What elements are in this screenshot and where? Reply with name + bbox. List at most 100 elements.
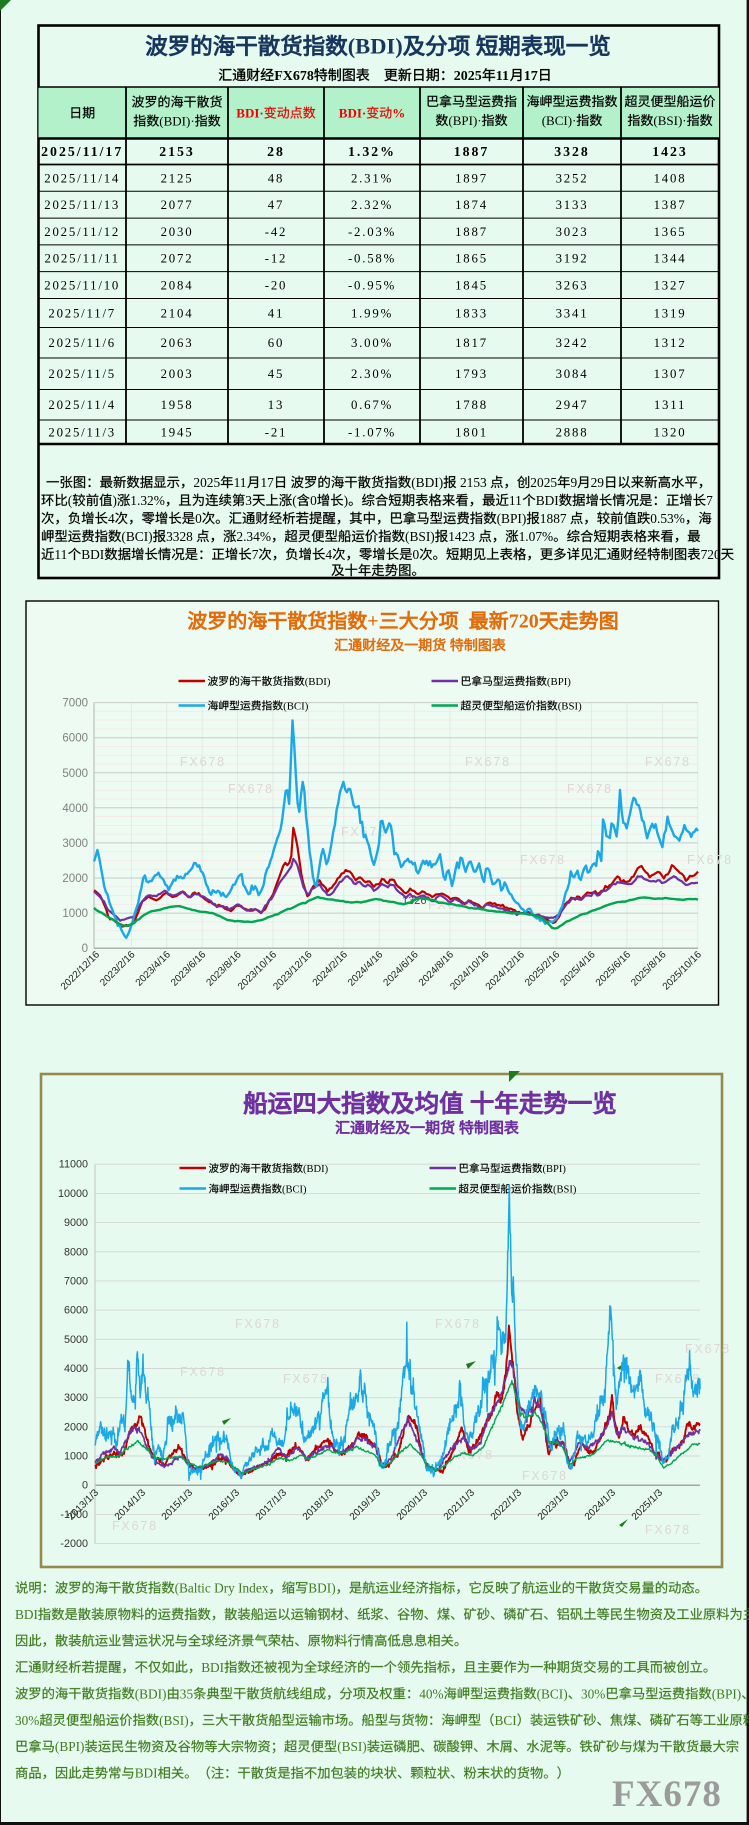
svg-text:FX678: FX678 — [228, 782, 274, 796]
svg-text:2025/11/4: 2025/11/4 — [48, 398, 116, 412]
svg-text:): ) — [113, 493, 117, 508]
svg-text:3084: 3084 — [556, 367, 589, 381]
svg-text:(BDI)·: (BDI)· — [159, 114, 194, 129]
svg-text:4: 4 — [108, 511, 115, 526]
svg-text:(Baltic Dry Index: (Baltic Dry Index — [175, 1581, 269, 1596]
svg-text:-1.07%: -1.07% — [348, 426, 396, 440]
svg-text:60: 60 — [268, 336, 284, 350]
svg-text:(BPI): (BPI) — [547, 676, 571, 688]
svg-text:(BPI): (BPI) — [543, 1164, 567, 1175]
svg-text:BCI: BCI — [495, 1713, 517, 1728]
svg-text:FX678: FX678 — [283, 1372, 329, 1386]
svg-text:11000: 11000 — [59, 1159, 88, 1171]
svg-text:1817: 1817 — [455, 336, 488, 350]
svg-text:FX678: FX678 — [180, 755, 226, 769]
svg-text:30%: 30% — [581, 1686, 605, 1701]
svg-text:(BDI): (BDI) — [305, 676, 331, 688]
svg-text:1319: 1319 — [654, 306, 687, 320]
svg-text:BDI: BDI — [536, 493, 559, 508]
svg-text:): ) — [344, 493, 348, 508]
svg-text:1887: 1887 — [455, 225, 488, 239]
svg-text:11: 11 — [54, 547, 67, 562]
svg-text:FX678: FX678 — [435, 1317, 481, 1331]
svg-text:3023: 3023 — [556, 225, 589, 239]
svg-text:3000: 3000 — [64, 1392, 88, 1404]
svg-text:0.67%: 0.67% — [351, 398, 393, 412]
svg-text:40%: 40% — [419, 1686, 443, 1701]
svg-text:7: 7 — [252, 547, 259, 562]
svg-text:(BSI): (BSI) — [405, 529, 435, 544]
svg-text:41: 41 — [268, 306, 284, 320]
svg-text:4000: 4000 — [64, 1363, 88, 1375]
svg-text:(BSI): (BSI) — [337, 1739, 367, 1754]
svg-text:(BPI): (BPI) — [712, 1686, 742, 1701]
svg-text:6000: 6000 — [62, 733, 88, 745]
svg-text:9: 9 — [571, 475, 578, 490]
svg-text:FX678: FX678 — [645, 755, 691, 769]
svg-text:1897: 1897 — [455, 171, 488, 185]
svg-text:2025/11/17: 2025/11/17 — [41, 144, 123, 159]
svg-text:0: 0 — [82, 1480, 88, 1492]
svg-text:1327: 1327 — [654, 278, 687, 292]
svg-text:BDI: BDI — [15, 1607, 38, 1622]
svg-text:(BPI): (BPI) — [55, 1739, 85, 1754]
svg-text:0: 0 — [413, 547, 420, 562]
svg-text:1000: 1000 — [64, 1451, 88, 1463]
svg-text:0: 0 — [310, 493, 317, 508]
svg-text:3.00%: 3.00% — [351, 336, 393, 350]
svg-text:(BCI): (BCI) — [283, 701, 309, 713]
svg-text:1865: 1865 — [455, 252, 488, 266]
svg-text:7000: 7000 — [62, 698, 88, 710]
svg-text:1.07%: 1.07% — [519, 529, 554, 544]
svg-text:FX678: FX678 — [685, 1342, 731, 1356]
svg-text:FX678: FX678 — [520, 853, 566, 867]
svg-text:2063: 2063 — [161, 336, 194, 350]
svg-text:1408: 1408 — [654, 171, 687, 185]
svg-text:(: ( — [68, 493, 73, 508]
svg-text:2077: 2077 — [161, 198, 194, 212]
svg-text:2030: 2030 — [161, 225, 194, 239]
svg-text:2.34%: 2.34% — [236, 529, 271, 544]
svg-text:3252: 3252 — [556, 171, 589, 185]
svg-text:1423: 1423 — [652, 144, 688, 159]
svg-text:2025/11/12: 2025/11/12 — [44, 225, 120, 239]
svg-text:1845: 1845 — [455, 278, 488, 292]
svg-text:720: 720 — [701, 547, 721, 562]
svg-text:(BSI): (BSI) — [558, 701, 582, 713]
svg-text:FX678: FX678 — [180, 1365, 226, 1379]
svg-text:(BDI): (BDI) — [135, 1686, 167, 1701]
svg-text:-21: -21 — [265, 426, 287, 440]
svg-text:2025/11/11: 2025/11/11 — [45, 252, 120, 266]
svg-text:2025: 2025 — [530, 475, 557, 490]
svg-text:47: 47 — [268, 198, 284, 212]
svg-text:(BSI): (BSI) — [159, 1713, 189, 1728]
svg-text:2025/11/7: 2025/11/7 — [48, 306, 116, 320]
svg-text:1311: 1311 — [654, 398, 686, 412]
svg-text:%: % — [392, 106, 405, 121]
svg-text:BDI: BDI — [201, 1660, 224, 1675]
svg-text:2025/11/5: 2025/11/5 — [48, 367, 116, 381]
svg-text:BDI): BDI) — [308, 1581, 335, 1596]
svg-text:2153: 2153 — [159, 144, 195, 159]
svg-text:4000: 4000 — [62, 803, 88, 815]
svg-text:2025/11/14: 2025/11/14 — [44, 171, 120, 185]
svg-text:10000: 10000 — [58, 1188, 88, 1200]
svg-text:2000: 2000 — [64, 1421, 88, 1433]
svg-text:(BDI): (BDI) — [348, 34, 403, 59]
svg-text:1788: 1788 — [455, 398, 488, 412]
svg-text:(BSI): (BSI) — [553, 1185, 577, 1196]
svg-text:720: 720 — [509, 611, 539, 633]
svg-text:BDI·: BDI· — [339, 106, 366, 121]
svg-text:4: 4 — [325, 547, 332, 562]
svg-text:9000: 9000 — [64, 1217, 88, 1229]
svg-text:-1000: -1000 — [60, 1509, 88, 1521]
svg-text:-20: -20 — [265, 278, 287, 292]
svg-text:-2000: -2000 — [60, 1538, 88, 1550]
svg-text:-0.58%: -0.58% — [348, 252, 396, 266]
svg-text:2888: 2888 — [556, 426, 589, 440]
svg-text:1320: 1320 — [654, 426, 687, 440]
svg-text:2072: 2072 — [161, 252, 194, 266]
svg-text:1887: 1887 — [540, 511, 570, 526]
svg-text:1307: 1307 — [654, 367, 687, 381]
svg-text:FX678: FX678 — [687, 853, 733, 867]
